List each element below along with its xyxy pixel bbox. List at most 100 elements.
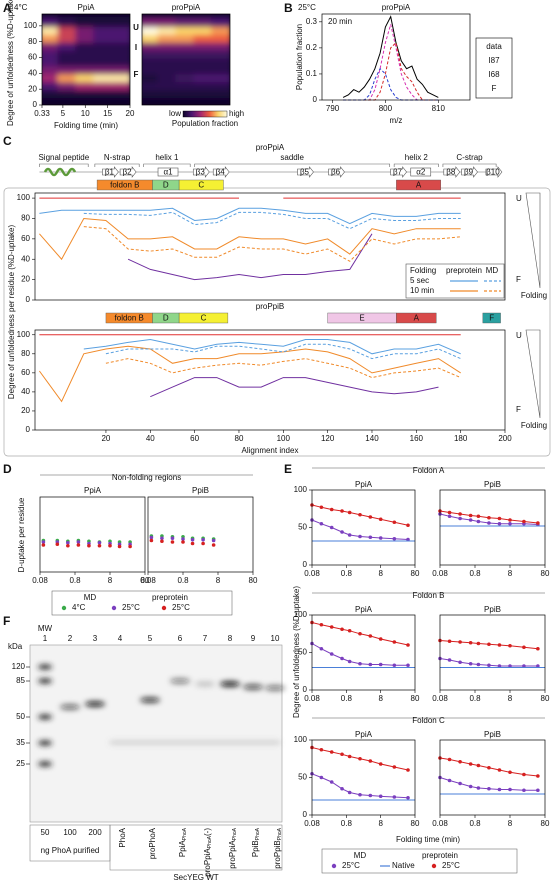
series-line — [39, 217, 461, 261]
foldon — [178, 312, 229, 324]
series-line — [439, 640, 538, 650]
foldon-label: A — [414, 314, 420, 323]
gel-band — [220, 681, 240, 687]
colorbar — [182, 110, 228, 118]
x-tick-label: 180 — [454, 434, 468, 443]
amount: 200 — [88, 828, 102, 837]
data-point — [392, 663, 397, 668]
y-tick-label: 0.1 — [306, 69, 318, 78]
data-point — [406, 523, 410, 528]
x-tick-label: 0.8 — [469, 694, 481, 703]
panel-label: B — [284, 1, 293, 15]
region-label: helix 2 — [405, 153, 429, 162]
x-tick-label: 80 — [411, 694, 420, 703]
sample-group: SecYEG WT — [173, 873, 218, 882]
amount: 50 — [41, 828, 50, 837]
data-point — [41, 543, 46, 547]
plot-title: PpiA — [84, 486, 102, 495]
plot-frame — [311, 739, 416, 816]
x-tick-label: 0.8 — [341, 694, 353, 703]
region-label: N-strap — [104, 153, 131, 162]
data-point — [347, 659, 352, 664]
heatmap-cell — [57, 40, 78, 51]
amount-label: ng PhoA purified — [41, 846, 100, 855]
series-line — [150, 377, 439, 398]
series-line — [311, 519, 409, 540]
folding-triangle — [525, 329, 541, 419]
heatmap-cell — [42, 64, 60, 75]
x-tick-label: 8 — [508, 569, 513, 578]
heatmap-cell — [142, 48, 160, 59]
lane-number: 6 — [178, 634, 183, 643]
secondary-label: β2 — [123, 168, 133, 177]
data-point — [406, 768, 410, 772]
heatmap-cell — [193, 32, 214, 43]
colorbar-label: Population fraction — [172, 119, 238, 128]
data-point — [108, 543, 112, 548]
y-tick-label: 0.3 — [306, 17, 318, 26]
legend-entry: 25°C — [342, 861, 360, 870]
secondary-element — [192, 166, 210, 178]
corner-label: 4°C — [14, 3, 28, 12]
y-tick-label: 20 — [28, 84, 37, 93]
secondary-element — [297, 166, 314, 178]
data-point — [340, 786, 344, 791]
data-point — [447, 639, 452, 644]
data-point — [497, 664, 502, 668]
data-point — [319, 747, 324, 752]
data-point — [319, 521, 324, 526]
heatmap-cell — [211, 64, 230, 75]
lane-number: 2 — [68, 634, 73, 643]
data-point — [76, 540, 81, 544]
foldon-label: C — [198, 181, 204, 190]
legend-swatch — [431, 863, 437, 869]
data-point — [378, 662, 383, 667]
lane-number: 7 — [203, 634, 208, 643]
sample-name: proPpiB — [273, 840, 282, 868]
x-tick-label: 10 — [81, 109, 90, 118]
y-tick-label: 20 — [21, 406, 30, 415]
data-point — [487, 642, 491, 647]
series-line — [311, 622, 409, 646]
series-line — [311, 747, 409, 771]
data-point — [522, 788, 526, 793]
heatmap-cell — [57, 80, 78, 91]
series-line — [439, 777, 538, 791]
sample-box — [109, 824, 283, 871]
region-label: C-strap — [456, 153, 483, 162]
region-bracket — [393, 163, 439, 167]
data-point — [476, 662, 481, 667]
state-label: U — [133, 23, 139, 32]
plot-title: PpiA — [355, 730, 373, 739]
series-line — [439, 757, 538, 777]
heatmap-cell — [57, 64, 78, 75]
heatmap-cell — [175, 48, 196, 59]
data-point — [368, 535, 373, 540]
heatmap-cell — [211, 56, 230, 67]
plot-title: PpiB — [484, 480, 501, 489]
heatmap-cell — [142, 80, 160, 91]
y-tick-label: 0 — [26, 295, 31, 304]
legend-entry: 25°C — [122, 603, 140, 612]
heatmap-cell — [157, 32, 178, 43]
data-point — [392, 795, 397, 799]
y-tick-label: 100 — [24, 21, 38, 30]
heatmap-cell — [175, 72, 196, 83]
plot-frame — [311, 614, 416, 691]
legend-row: 5 sec — [410, 276, 429, 285]
legend-box — [51, 590, 233, 616]
heatmap-cell — [211, 72, 230, 83]
heatmap-cell — [57, 16, 78, 27]
x-tick-label: 8 — [378, 694, 383, 703]
lane-number: 4 — [118, 634, 123, 643]
heatmap-cell — [42, 88, 60, 99]
heatmap-cell — [175, 80, 196, 91]
plot-frame — [141, 13, 231, 106]
sample-label: proPhoA — [148, 827, 157, 859]
heatmap-cell — [75, 32, 96, 43]
x-tick-label: 5 — [61, 109, 66, 118]
legend-swatch — [61, 605, 67, 611]
gel-band — [265, 685, 285, 691]
x-tick-label: 80 — [541, 819, 550, 828]
data-point — [76, 543, 81, 547]
